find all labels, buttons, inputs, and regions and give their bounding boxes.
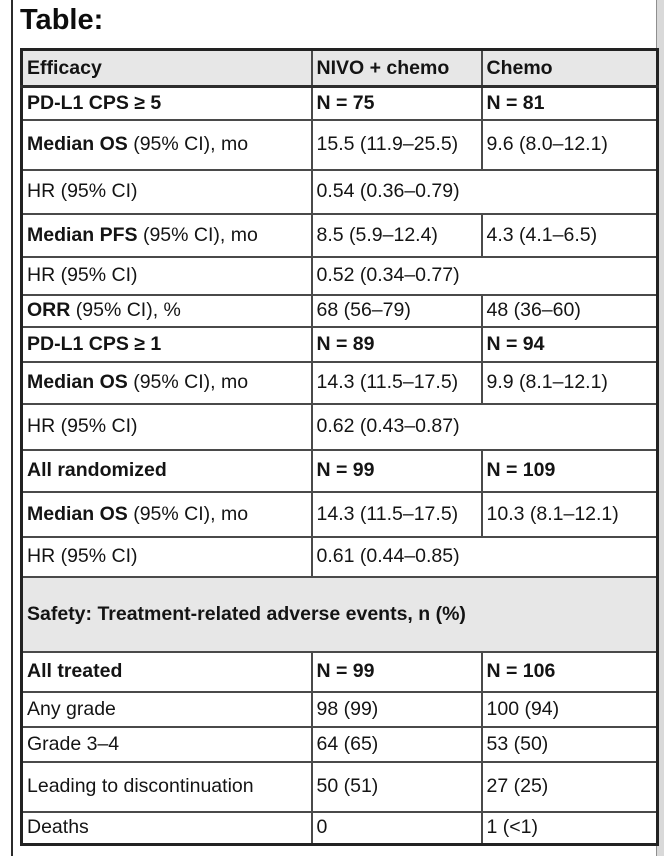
cell-chemo: 4.3 (4.1–6.5) [480,212,659,258]
cell-label: Any grade [20,690,313,728]
cell-label: Deaths [20,810,313,846]
cell-nivo-chemo: N = 75 [310,85,483,121]
cell-nivo-chemo: 98 (99) [310,690,483,728]
table-row: Median PFS (95% CI), mo 8.5 (5.9–12.4) 4.3… [20,212,659,258]
table-row: Deaths 0 1 (<1) [20,810,659,846]
cell-chemo: 53 (50) [480,725,659,763]
cell-label: HR (95% CI) [20,535,313,578]
table-row: HR (95% CI) 0.54 (0.36–0.79) [20,168,659,215]
table-row: ORR (95% CI), % 68 (56–79) 48 (36–60) [20,293,659,328]
cell-hr-value: 0.62 (0.43–0.87) [310,402,659,451]
table-row: Leading to discontinuation 50 (51) 27 (25) [20,760,659,813]
cell-nivo-chemo: 8.5 (5.9–12.4) [310,212,483,258]
table-row: Median OS (95% CI), mo 15.5 (11.9–25.5) 9.… [20,118,659,171]
cell-label: All treated [20,650,313,693]
metric-qualifier: (95% CI), mo [127,502,249,525]
table-row: Median OS (95% CI), mo 14.3 (11.5–17.5) 10… [20,490,659,538]
cell-nivo-chemo: 64 (65) [310,725,483,763]
cell-chemo: 9.6 (8.0–12.1) [480,118,659,171]
table-row: HR (95% CI) 0.61 (0.44–0.85) [20,535,659,578]
cell-section-title: Safety: Treatment-related adverse events… [20,575,659,653]
cell-hr-value: 0.61 (0.44–0.85) [310,535,659,578]
cell-nivo-chemo: N = 89 [310,325,483,363]
table-row: HR (95% CI) 0.52 (0.34–0.77) [20,255,659,296]
table-row: Any grade 98 (99) 100 (94) [20,690,659,728]
cell-label: Median OS (95% CI), mo [20,118,313,171]
cell-chemo: N = 109 [480,448,659,493]
cell-label: ORR (95% CI), % [20,293,313,328]
cell-nivo-chemo: 68 (56–79) [310,293,483,328]
cell-label: HR (95% CI) [20,168,313,215]
cell-chemo: N = 81 [480,85,659,121]
metric-name: Median OS [27,133,128,155]
cell-chemo: N = 106 [480,650,659,693]
table-row: Median OS (95% CI), mo 14.3 (11.5–17.5) 9.… [20,360,659,405]
metric-qualifier: (95% CI), % [70,299,181,321]
cell-label: Median OS (95% CI), mo [20,490,313,538]
cell-label: HR (95% CI) [20,255,313,296]
metric-name: Median OS [27,371,128,393]
cell-nivo-chemo: 14.3 (11.5–17.5) [310,360,483,405]
cell-hr-value: 0.52 (0.34–0.77) [310,255,659,296]
table-row: HR (95% CI) 0.62 (0.43–0.87) [20,402,659,451]
cell-nivo-chemo: N = 99 [310,448,483,493]
cell-nivo-chemo: 50 (51) [310,760,483,813]
cell-label: Median PFS (95% CI), mo [20,212,313,258]
left-frame-line [11,0,13,856]
metric-name: Median PFS [27,223,138,246]
metric-name: ORR [27,299,71,321]
cell-label: Grade 3–4 [20,725,313,763]
cell-label: Median OS (95% CI), mo [20,360,313,405]
page-title: Table: [20,4,104,36]
cell-nivo-chemo: 0 [310,810,483,846]
cell-chemo: 1 (<1) [480,810,659,846]
cell-chemo: 48 (36–60) [480,293,659,328]
cell-nivo-chemo: NIVO + chemo [310,48,483,88]
metric-name: Median OS [27,502,128,525]
cell-label: All randomized [20,448,313,493]
cell-label: PD-L1 CPS ≥ 1 [20,325,313,363]
metric-qualifier: (95% CI), mo [127,133,249,155]
cell-chemo: 100 (94) [480,690,659,728]
table-row: Safety: Treatment-related adverse events… [20,575,659,653]
table-row: All treated N = 99 N = 106 [20,650,659,693]
cell-label: HR (95% CI) [20,402,313,451]
table-header-row: Efficacy NIVO + chemo Chemo [20,48,659,88]
cell-nivo-chemo: 15.5 (11.9–25.5) [310,118,483,171]
cell-nivo-chemo: 14.3 (11.5–17.5) [310,490,483,538]
cell-label: PD-L1 CPS ≥ 5 [20,85,313,121]
cell-chemo: N = 94 [480,325,659,363]
cell-chemo: Chemo [480,48,659,88]
table-row: Grade 3–4 64 (65) 53 (50) [20,725,659,763]
cell-hr-value: 0.54 (0.36–0.79) [310,168,659,215]
cell-chemo: 9.9 (8.1–12.1) [480,360,659,405]
cell-label: Leading to discontinuation [20,760,313,813]
cell-chemo: 10.3 (8.1–12.1) [480,490,659,538]
metric-qualifier: (95% CI), mo [127,371,249,393]
cell-chemo: 27 (25) [480,760,659,813]
metric-qualifier: (95% CI), mo [137,223,258,246]
cell-label: Efficacy [20,48,313,88]
table-row: All randomized N = 99 N = 109 [20,448,659,493]
cell-nivo-chemo: N = 99 [310,650,483,693]
